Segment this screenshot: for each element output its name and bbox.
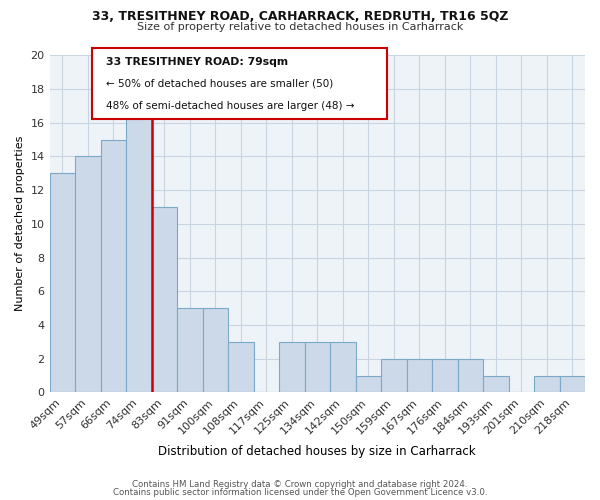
Bar	[152, 207, 177, 392]
Bar	[279, 342, 305, 392]
Bar	[432, 358, 458, 392]
Text: Size of property relative to detached houses in Carharrack: Size of property relative to detached ho…	[137, 22, 463, 32]
Text: Contains public sector information licensed under the Open Government Licence v3: Contains public sector information licen…	[113, 488, 487, 497]
Bar	[483, 376, 509, 392]
Bar	[407, 358, 432, 392]
Bar	[381, 358, 407, 392]
Bar	[534, 376, 560, 392]
Bar	[356, 376, 381, 392]
Bar	[203, 308, 228, 392]
Bar	[75, 156, 101, 392]
Bar	[177, 308, 203, 392]
Bar	[330, 342, 356, 392]
Bar	[305, 342, 330, 392]
Bar	[50, 173, 75, 392]
Text: ← 50% of detached houses are smaller (50): ← 50% of detached houses are smaller (50…	[106, 79, 333, 89]
Text: 48% of semi-detached houses are larger (48) →: 48% of semi-detached houses are larger (…	[106, 100, 354, 110]
Text: 33 TRESITHNEY ROAD: 79sqm: 33 TRESITHNEY ROAD: 79sqm	[106, 57, 288, 67]
Bar	[458, 358, 483, 392]
Text: 33, TRESITHNEY ROAD, CARHARRACK, REDRUTH, TR16 5QZ: 33, TRESITHNEY ROAD, CARHARRACK, REDRUTH…	[92, 10, 508, 23]
Bar	[101, 140, 126, 392]
Bar	[560, 376, 585, 392]
Y-axis label: Number of detached properties: Number of detached properties	[15, 136, 25, 312]
Bar	[126, 106, 152, 393]
FancyBboxPatch shape	[92, 48, 387, 120]
Bar	[228, 342, 254, 392]
X-axis label: Distribution of detached houses by size in Carharrack: Distribution of detached houses by size …	[158, 444, 476, 458]
Text: Contains HM Land Registry data © Crown copyright and database right 2024.: Contains HM Land Registry data © Crown c…	[132, 480, 468, 489]
